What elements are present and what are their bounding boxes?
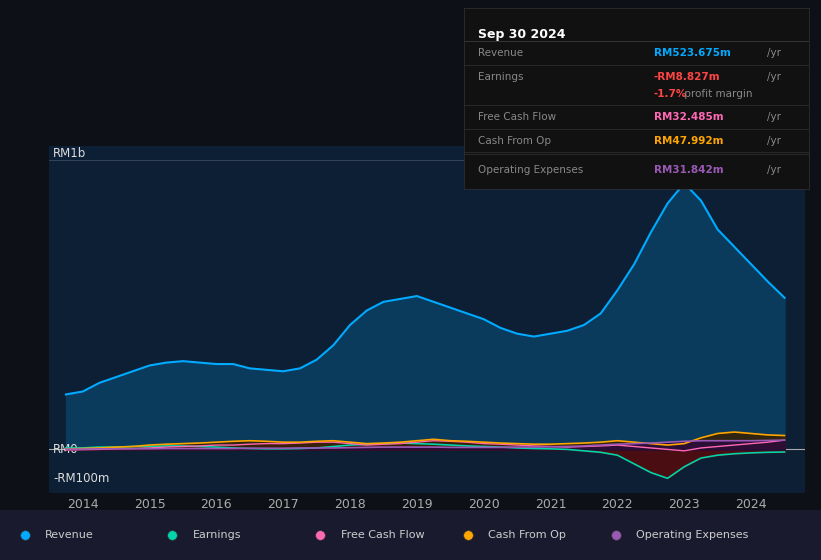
Text: /yr: /yr xyxy=(768,72,782,82)
Text: RM32.485m: RM32.485m xyxy=(654,112,723,122)
Text: Cash From Op: Cash From Op xyxy=(488,530,566,540)
Text: /yr: /yr xyxy=(768,49,782,58)
Text: /yr: /yr xyxy=(768,112,782,122)
Text: Operating Expenses: Operating Expenses xyxy=(636,530,749,540)
Text: RM1b: RM1b xyxy=(53,147,86,160)
Text: RM47.992m: RM47.992m xyxy=(654,136,723,146)
Text: Free Cash Flow: Free Cash Flow xyxy=(341,530,424,540)
Text: -RM100m: -RM100m xyxy=(53,472,109,485)
Text: profit margin: profit margin xyxy=(681,88,753,99)
Text: -1.7%: -1.7% xyxy=(654,88,687,99)
Text: Sep 30 2024: Sep 30 2024 xyxy=(478,27,565,41)
Text: RM31.842m: RM31.842m xyxy=(654,165,723,175)
Text: Operating Expenses: Operating Expenses xyxy=(478,165,583,175)
Text: Earnings: Earnings xyxy=(478,72,523,82)
Text: /yr: /yr xyxy=(768,136,782,146)
Text: /yr: /yr xyxy=(768,165,782,175)
Text: Revenue: Revenue xyxy=(45,530,94,540)
Text: RM523.675m: RM523.675m xyxy=(654,49,731,58)
Text: -RM8.827m: -RM8.827m xyxy=(654,72,720,82)
Text: Free Cash Flow: Free Cash Flow xyxy=(478,112,556,122)
Text: RM0: RM0 xyxy=(53,443,79,456)
Text: Revenue: Revenue xyxy=(478,49,523,58)
Text: Earnings: Earnings xyxy=(193,530,241,540)
Text: Cash From Op: Cash From Op xyxy=(478,136,551,146)
